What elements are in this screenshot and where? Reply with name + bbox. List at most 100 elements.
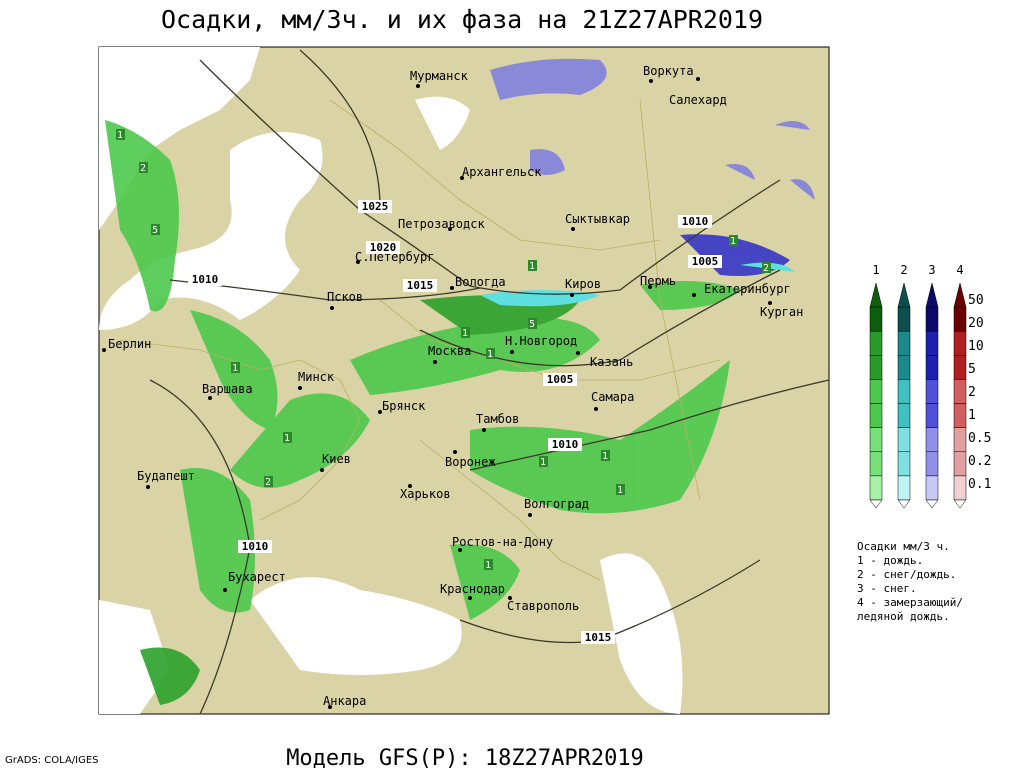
legend-swatch (897, 379, 911, 404)
legend-swatch (869, 427, 883, 453)
legend-swatch (897, 403, 911, 428)
legend-swatch (953, 499, 967, 509)
legend-swatch (897, 451, 911, 477)
city-label: Вологда (455, 275, 506, 289)
legend-swatch (925, 282, 939, 308)
isobar-label: 1005 (692, 255, 719, 268)
isobar-box (688, 255, 722, 268)
phase-mark: 1 (284, 433, 290, 444)
legend-swatch (953, 330, 967, 356)
legend-swatch (869, 403, 883, 428)
legend-swatch (869, 282, 883, 308)
city-label: Псков (327, 290, 363, 304)
legend-scale-label: 20 (968, 316, 984, 331)
city-label: Мурманск (410, 69, 469, 83)
city-label: Екатеринбург (704, 282, 791, 296)
legend-swatch (925, 451, 939, 477)
legend-note: 4 - замерзающий/ (857, 596, 963, 609)
legend-swatch (925, 403, 939, 428)
isobar-box (358, 200, 392, 213)
credit: GrADS: COLA/IGES (5, 755, 99, 766)
isobar-label: 1015 (585, 631, 612, 644)
legend-scale-label: 1 (968, 408, 976, 423)
legend-swatch (953, 451, 967, 477)
isobar-box (188, 273, 222, 286)
legend-swatch (869, 379, 883, 404)
city-label: Казань (590, 355, 633, 369)
phase-mark: 1 (540, 457, 546, 468)
isobar-box (548, 438, 582, 451)
city-label: Ставрополь (507, 599, 579, 613)
isobar-label: 1010 (242, 540, 269, 553)
legend-scale-label: 0.1 (968, 477, 991, 492)
legend-scale-label: 0.5 (968, 431, 991, 446)
city-label: Воркута (643, 64, 694, 78)
legend-swatch (869, 306, 883, 332)
isobar-label: 1015 (407, 279, 434, 292)
isobar-label: 1020 (370, 241, 397, 254)
legend-scale-label: 50 (968, 293, 984, 308)
city-label: Краснодар (440, 582, 505, 596)
legend-note: 1 - дождь. (857, 554, 923, 567)
legend-swatch (869, 355, 883, 380)
city-label: Архангельск (462, 165, 542, 179)
legend-scale-label: 0.2 (968, 454, 991, 469)
model-footer: Модель GFS(P): 18Z27APR2019 (286, 746, 644, 768)
city-label: Киров (565, 277, 601, 291)
legend-note: ледяной дождь. (857, 610, 950, 623)
phase-mark: 1 (117, 130, 123, 141)
city-label: Бухарест (228, 570, 286, 584)
legend-swatch (953, 282, 967, 308)
legend-swatch (925, 330, 939, 356)
phase-box (231, 362, 240, 373)
isobar-label: 1005 (547, 373, 574, 386)
map (98, 46, 830, 715)
legend-scale-label: 2 (968, 385, 976, 400)
city-label: Самара (591, 390, 634, 404)
phase-box (484, 559, 493, 570)
phase-mark: 1 (487, 349, 493, 360)
phase-box (539, 456, 548, 467)
legend-note: 2 - снег/дождь. (857, 568, 956, 581)
phase-box (528, 318, 537, 329)
legend-swatch (925, 475, 939, 501)
city-label: Ростов-на-Дону (452, 535, 553, 549)
legend-swatch (925, 379, 939, 404)
legend-swatch (897, 330, 911, 356)
city-label: Берлин (108, 337, 151, 351)
phase-box (762, 262, 771, 273)
legend-swatch (925, 427, 939, 453)
legend-swatch (869, 330, 883, 356)
isobar-label: 1010 (552, 438, 579, 451)
legend-swatch (869, 451, 883, 477)
isobar-label: 1025 (362, 200, 389, 213)
city-label: Брянск (382, 399, 426, 413)
legend-swatch (869, 499, 883, 509)
legend-swatch (953, 475, 967, 501)
city-label: Пермь (640, 274, 676, 288)
legend-note: 3 - снег. (857, 582, 917, 595)
phase-box (461, 327, 470, 338)
legend-swatch (897, 355, 911, 380)
legend-swatch (897, 282, 911, 308)
isobar-box (581, 631, 615, 644)
legend-scale-label: 5 (968, 362, 976, 377)
city-label: Сыктывкар (565, 212, 630, 226)
legend-swatch (897, 427, 911, 453)
isobar-box (543, 373, 577, 386)
phase-box (729, 235, 738, 246)
title: Осадки, мм/3ч. и их фаза на 21Z27APR2019 (161, 5, 763, 34)
phase-box (616, 484, 625, 495)
phase-mark: 1 (602, 451, 608, 462)
phase-box (116, 129, 125, 140)
city-label: Воронеж (445, 455, 496, 469)
phase-mark: 1 (617, 485, 623, 496)
phase-mark: 1 (529, 261, 535, 272)
legend-column: 4 (956, 263, 963, 277)
phase-mark: 2 (265, 477, 271, 488)
phase-box (486, 348, 495, 359)
isobar-label: 1010 (192, 273, 219, 286)
city-label: Курган (760, 305, 803, 319)
phase-mark: 2 (763, 263, 769, 274)
